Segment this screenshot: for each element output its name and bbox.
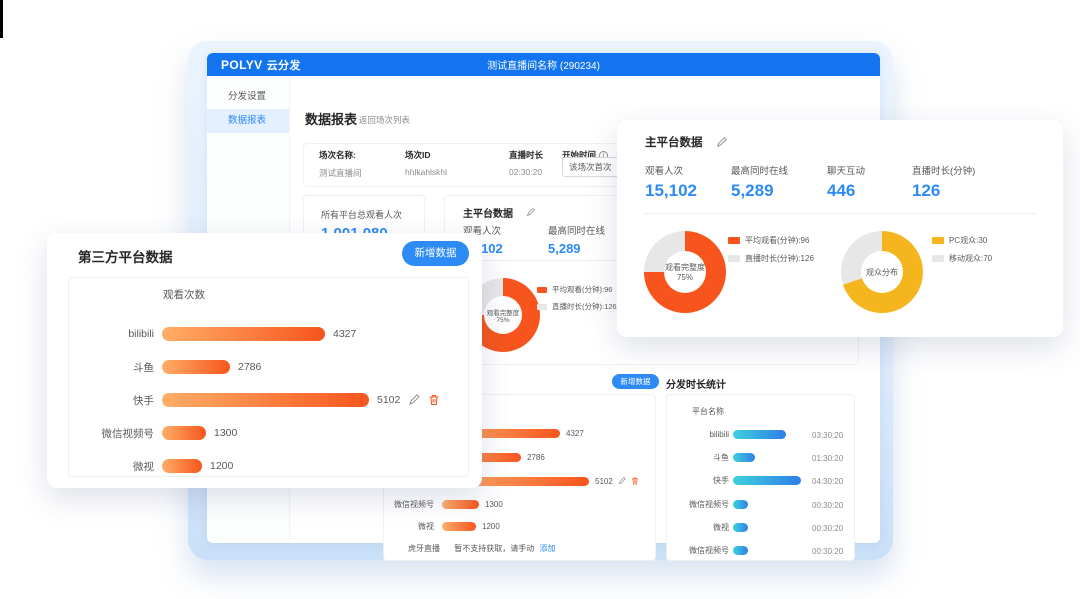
dotted-divider bbox=[645, 213, 1035, 214]
bar-weishi bbox=[442, 521, 476, 531]
total-views-label: 所有平台总观看人次 bbox=[321, 210, 403, 220]
duration-value: 03:30:20 bbox=[812, 431, 844, 440]
duration-stats-card: 平台名称 bilibili 03:30:20 斗鱼 01:30:20 快手 04… bbox=[666, 394, 855, 561]
product-name: 云分发 bbox=[266, 59, 301, 72]
session-name-label: 场次名称: bbox=[319, 150, 356, 160]
huya-note: 暂不支持获取，请手动 bbox=[454, 544, 535, 553]
bar-row: 快手 5102 bbox=[69, 392, 468, 408]
bar-kuaishou-duration bbox=[733, 475, 801, 485]
room-title: 测试直播间名称 (290234) bbox=[487, 61, 600, 72]
page-title: 数据报表 bbox=[305, 112, 358, 127]
duration-value: 04:30:20 bbox=[812, 477, 844, 486]
live-duration-field: 直播时长 02:30:20 bbox=[509, 149, 543, 177]
huya-note-row: 虎牙直播 暂不支持获取，请手动 添加 bbox=[408, 543, 555, 554]
bar-row: 微信视频号 bbox=[667, 544, 854, 556]
peak-online-stat: 最高同时在线 5,289 bbox=[731, 166, 789, 200]
delete-icon[interactable] bbox=[631, 477, 639, 485]
bar-weishi-duration bbox=[733, 522, 748, 532]
audience-legend: PC观众:30 移动观众:70 bbox=[932, 235, 992, 264]
main-platform-title: 主平台数据 bbox=[463, 209, 513, 220]
main-platform-title: 主平台数据 bbox=[645, 137, 703, 149]
legend-swatch-gray bbox=[728, 255, 740, 262]
bar-douyu-duration bbox=[733, 452, 755, 462]
platform-column-header: 平台名称 bbox=[692, 407, 724, 416]
legend-swatch-gray bbox=[537, 303, 547, 310]
logo-text: POLYV bbox=[221, 57, 263, 72]
edit-icon[interactable] bbox=[408, 394, 421, 406]
bar-bilibili bbox=[442, 428, 560, 438]
session-name-value: 测试直播间 bbox=[319, 168, 362, 178]
duration-value: 00:30:20 bbox=[812, 501, 844, 510]
sidebar-item-distribution-settings[interactable]: 分发设置 bbox=[228, 91, 267, 102]
chat-interaction-stat: 聊天互动 446 bbox=[827, 166, 866, 200]
completeness-legend: 平均观看(分钟):96 直播时长(分钟):126 bbox=[537, 284, 617, 312]
session-name-field: 场次名称: 测试直播间 bbox=[319, 149, 362, 179]
bar-row: 微信视频号 bbox=[667, 498, 854, 510]
bar-row: bilibili 4327 bbox=[128, 327, 357, 341]
third-party-title: 第三方平台数据 bbox=[78, 250, 173, 265]
third-party-chart-panel: 观看次数 bilibili 4327 斗鱼 2786 快手 5102 微信视频号 bbox=[68, 277, 469, 477]
bar-kuaishou bbox=[442, 476, 589, 486]
sidebar-item-data-report[interactable]: 数据报表 bbox=[207, 109, 289, 133]
bar-row: 微视 bbox=[667, 521, 854, 533]
edit-icon[interactable] bbox=[618, 477, 626, 485]
bar-douyu bbox=[162, 360, 230, 374]
bar-row: bilibili bbox=[667, 428, 854, 440]
add-data-button[interactable]: 新增数据 bbox=[402, 241, 469, 266]
duration-value: 00:30:20 bbox=[812, 547, 844, 556]
duration-stats-title: 分发时长统计 bbox=[666, 380, 726, 391]
legend-swatch-yellow bbox=[932, 237, 944, 244]
duration-value: 01:30:20 bbox=[812, 454, 844, 463]
bar-kuaishou bbox=[162, 393, 369, 407]
app-header: POLYV 云分发 测试直播间名称 (290234) bbox=[207, 53, 880, 76]
bar-wechat-duration bbox=[733, 499, 748, 509]
bar-row: 斗鱼 bbox=[667, 451, 854, 463]
chevron-left-icon: ‹ bbox=[353, 115, 356, 125]
start-time-label: 开始时间 bbox=[562, 150, 597, 160]
third-party-overlay-card: 第三方平台数据 新增数据 观看次数 bilibili 4327 斗鱼 2786 … bbox=[47, 233, 482, 488]
add-data-button-background[interactable]: 新增数据 bbox=[612, 374, 659, 389]
legend-swatch-orange bbox=[537, 286, 547, 293]
live-minutes-stat: 直播时长(分钟) 126 bbox=[912, 166, 976, 200]
live-duration-value: 02:30:20 bbox=[509, 167, 543, 177]
session-id-value: hhlkahlskhl bbox=[405, 167, 448, 177]
main-platform-overlay-card: 主平台数据 观看人次 15,102 最高同时在线 5,289 聊天互动 446 … bbox=[617, 120, 1063, 337]
audience-donut-chart: 观众分布 bbox=[841, 231, 923, 313]
live-duration-label: 直播时长 bbox=[509, 150, 544, 160]
bar-row: 斗鱼 2786 bbox=[133, 360, 262, 374]
bar-bilibili-duration bbox=[733, 429, 786, 439]
polyv-logo: POLYV 云分发 bbox=[221, 57, 301, 73]
bar-bilibili bbox=[162, 327, 325, 341]
bar-wechat-channels bbox=[162, 426, 206, 440]
edit-icon[interactable] bbox=[526, 208, 535, 217]
duration-value: 00:30:20 bbox=[812, 524, 844, 533]
bar-wechat2-duration bbox=[733, 545, 748, 555]
back-to-session-list-link[interactable]: ‹ 返回场次列表 bbox=[353, 115, 410, 125]
legend-swatch-orange bbox=[728, 237, 740, 244]
bar-row: 快手 bbox=[667, 474, 854, 486]
session-id-label: 场次ID bbox=[405, 150, 431, 160]
huya-add-link[interactable]: 添加 bbox=[539, 544, 556, 553]
session-id-field: 场次ID hhlkahlskhl bbox=[405, 149, 447, 177]
bar-wechat-channels bbox=[442, 499, 479, 509]
views-column-header: 观看次数 bbox=[163, 289, 205, 301]
bar-row: 微视 1200 bbox=[133, 459, 234, 473]
bar-row: 微信视频号 1300 bbox=[394, 499, 503, 509]
huya-label: 虎牙直播 bbox=[408, 544, 440, 553]
completeness-donut-chart: 观看完整度 75% bbox=[644, 231, 726, 313]
peak-online-stat: 最高同时在线 5,289 bbox=[548, 226, 606, 256]
screen-edge-artifact bbox=[0, 0, 3, 38]
legend-swatch-gray bbox=[932, 255, 944, 262]
completeness-legend: 平均观看(分钟):96 直播时长(分钟):126 bbox=[728, 235, 814, 264]
delete-icon[interactable] bbox=[428, 394, 440, 406]
views-stat: 观看人次 15,102 bbox=[645, 166, 697, 200]
bar-row: 微信视频号 1300 bbox=[101, 426, 238, 440]
bar-weishi bbox=[162, 459, 202, 473]
edit-icon[interactable] bbox=[716, 136, 727, 148]
bar-row: 微视 1200 bbox=[418, 521, 500, 531]
